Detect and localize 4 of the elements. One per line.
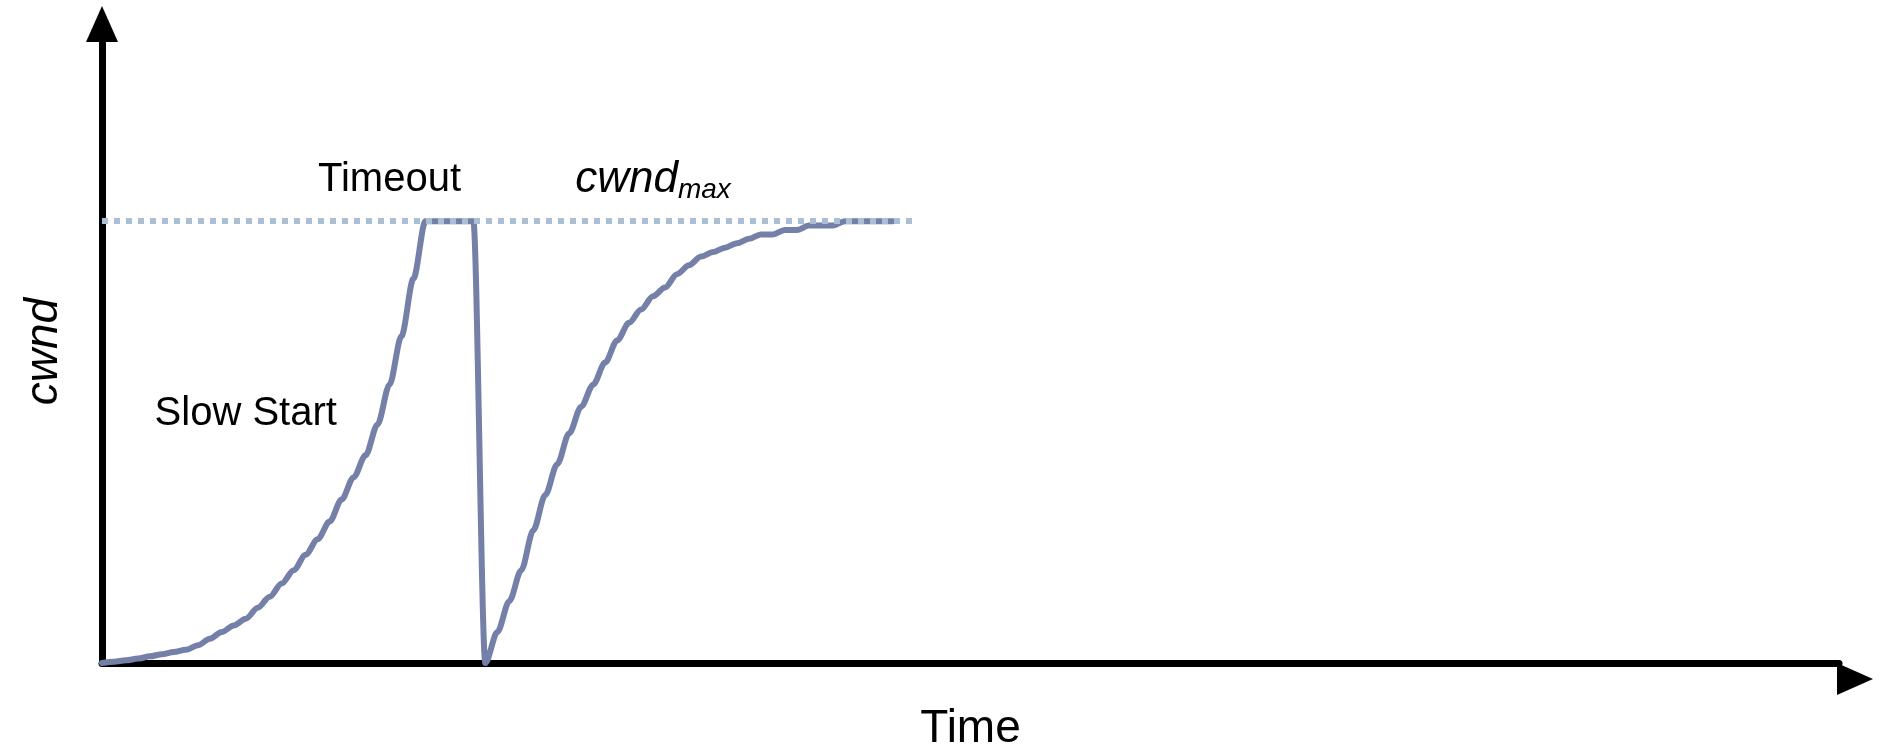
annotation: Slow Start [154, 389, 337, 434]
y-axis-title: cwnd [15, 296, 67, 406]
text: Timeout [318, 154, 462, 199]
x-axis-title: Time [920, 700, 1021, 752]
